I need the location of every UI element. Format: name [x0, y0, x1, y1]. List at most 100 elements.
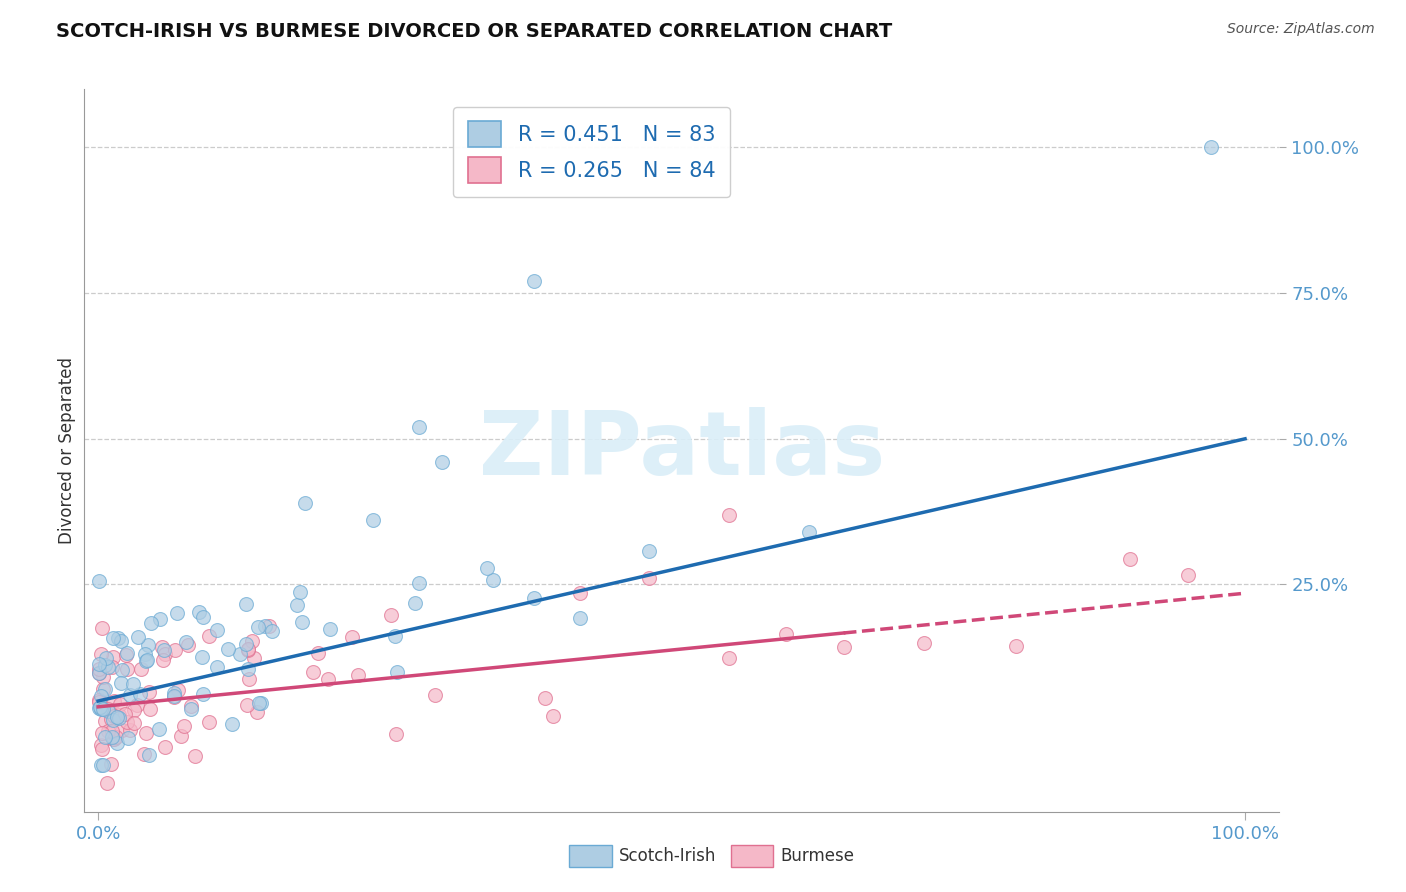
Point — [717, 508, 740, 522]
Point — [90, 725, 112, 739]
Point — [347, 668, 370, 682]
Point — [105, 710, 128, 724]
Point — [235, 597, 257, 611]
Point — [246, 705, 269, 719]
Point — [257, 619, 280, 633]
Point — [103, 631, 125, 645]
Point — [97, 704, 120, 718]
Point — [129, 662, 152, 676]
Point — [240, 634, 263, 648]
Point — [101, 723, 124, 738]
Point — [180, 699, 202, 714]
Point — [198, 629, 221, 643]
Point — [115, 648, 138, 663]
Point — [173, 719, 195, 733]
Text: Scotch-Irish: Scotch-Irish — [619, 847, 716, 865]
Point — [246, 620, 269, 634]
Point — [307, 647, 329, 661]
Point — [432, 455, 454, 469]
Point — [533, 691, 555, 706]
Point — [152, 653, 174, 667]
Point — [799, 524, 821, 539]
Point — [174, 634, 197, 648]
Point — [235, 637, 257, 651]
Point — [1119, 552, 1142, 566]
Point — [89, 699, 111, 714]
Point — [523, 275, 546, 289]
Point — [260, 624, 283, 639]
Point — [111, 723, 134, 738]
Point — [541, 708, 564, 723]
Point — [404, 596, 426, 610]
Point — [91, 742, 114, 756]
Point — [243, 650, 266, 665]
Point — [90, 738, 112, 752]
Point — [236, 661, 259, 675]
Point — [291, 615, 314, 630]
Point — [166, 606, 188, 620]
Point — [122, 715, 145, 730]
Point — [121, 677, 143, 691]
Point — [250, 696, 273, 710]
Point — [103, 732, 125, 747]
Point — [363, 513, 385, 527]
Point — [229, 647, 252, 661]
Point — [285, 598, 308, 612]
Point — [91, 621, 114, 635]
Point — [97, 702, 120, 716]
Point — [89, 574, 111, 588]
Text: Burmese: Burmese — [780, 847, 855, 865]
Point — [100, 757, 122, 772]
Point — [717, 650, 740, 665]
Point — [105, 730, 128, 744]
Point — [96, 775, 118, 789]
Point — [91, 758, 114, 772]
Point — [153, 739, 176, 754]
Point — [207, 623, 229, 637]
Point — [98, 703, 121, 717]
Point — [153, 647, 176, 661]
Point — [93, 670, 115, 684]
Point — [127, 630, 149, 644]
Point — [125, 698, 148, 712]
Point — [94, 681, 117, 696]
Point — [107, 631, 129, 645]
Point — [523, 591, 546, 606]
Point — [236, 642, 259, 657]
Point — [90, 758, 112, 772]
Point — [481, 573, 503, 587]
Point — [150, 640, 173, 655]
Point — [100, 731, 122, 745]
Point — [385, 727, 408, 741]
Point — [115, 662, 138, 676]
Point — [152, 643, 174, 657]
Point — [238, 672, 260, 686]
Point — [115, 714, 138, 729]
Point — [108, 708, 131, 723]
Point — [288, 585, 311, 599]
Point — [191, 609, 214, 624]
Text: Source: ZipAtlas.com: Source: ZipAtlas.com — [1227, 22, 1375, 37]
Point — [103, 694, 125, 708]
Point — [188, 605, 211, 619]
Point — [101, 731, 124, 746]
Point — [94, 731, 117, 745]
Point — [408, 420, 430, 434]
Point — [103, 709, 125, 723]
Point — [138, 684, 160, 698]
Point — [319, 622, 342, 636]
Point — [1004, 639, 1026, 653]
Point — [1177, 568, 1199, 582]
Point — [1199, 140, 1222, 154]
Point — [177, 638, 200, 652]
Legend: R = 0.451   N = 83, R = 0.265   N = 84: R = 0.451 N = 83, R = 0.265 N = 84 — [453, 107, 730, 197]
Point — [129, 687, 152, 701]
Point — [141, 615, 163, 630]
Point — [423, 689, 446, 703]
Point — [90, 689, 112, 703]
Point — [132, 747, 155, 762]
Point — [775, 627, 797, 641]
Point — [89, 657, 111, 671]
Point — [89, 701, 111, 715]
Point — [167, 682, 190, 697]
